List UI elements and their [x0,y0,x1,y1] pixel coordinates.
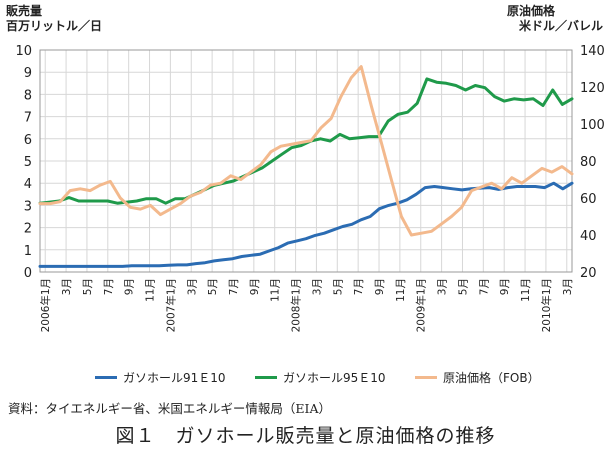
x-tick-label: 11月 [395,278,407,302]
legend-label: ガソホール91Ｅ10 [123,371,226,385]
legend-item-1: ガソホール91Ｅ10 [95,369,226,386]
y-left-tick-label: 5 [24,155,32,170]
x-tick-label: 11月 [520,278,532,302]
y-left-tick-label: 10 [15,44,32,59]
x-tick-label: 3月 [186,278,198,295]
y-left-tick-label: 6 [24,133,32,148]
x-tick-label: 2010年1月 [540,278,553,332]
y-right-tick-label: 60 [580,192,597,207]
x-tick-label: 5月 [457,278,469,295]
y-left-tick-label: 0 [24,266,32,281]
right-axis-unit: 米ドル／バレル [518,19,603,33]
x-tick-label: 5月 [82,278,94,295]
x-tick-label: 2007年1月 [164,278,177,332]
source-note: 資料：タイエネルギー省、米国エネルギー情報局（EIA） [8,401,331,416]
x-tick-label: 11月 [145,278,157,302]
y-left-tick-label: 3 [24,199,32,214]
series-line-2 [38,77,574,205]
series-line-1 [38,181,574,268]
y-right-tick-label: 100 [580,118,605,133]
x-tick-label: 9月 [249,278,261,295]
legend-swatch [415,376,437,379]
y-right-tick-label: 140 [580,44,605,59]
x-tick-label: 2009年1月 [415,278,428,332]
y-right-tick-label: 20 [580,266,597,281]
x-tick-label: 9月 [499,278,511,295]
left-axis-unit-title: 販売量 [6,4,43,18]
y-left-tick-label: 9 [24,66,32,81]
y-right-tick-label: 40 [580,229,597,244]
x-tick-label: 2008年1月 [290,278,303,332]
x-tick-label: 5月 [332,278,344,295]
x-tick-label: 5月 [207,278,219,295]
figure-caption: 図１ ガソホール販売量と原油価格の推移 [115,425,496,447]
x-tick-label: 7月 [353,278,365,295]
line-chart: 0 1 2 3 4 5 6 7 8 9 10 20 40 60 80 100 120 140 2006年1月 3月 5月… [15,44,605,332]
y-left-tick-label: 7 [24,111,32,126]
x-tick-label: 2006年1月 [39,278,52,332]
y-left-tick-label: 4 [24,177,32,192]
x-tick-label: 9月 [124,278,136,295]
legend: ガソホール91Ｅ10 ガソホール95Ｅ10 原油価格（FOB） [95,369,595,387]
y-left-tick-label: 2 [24,222,32,237]
legend-label: ガソホール95Ｅ10 [283,371,386,385]
legend-item-3: 原油価格（FOB） [415,369,540,386]
x-tick-label: 7月 [478,278,490,295]
y-right-tick-label: 120 [580,81,605,96]
legend-swatch [255,376,277,379]
y-left-tick-label: 8 [24,88,32,103]
plot-frame [39,49,573,273]
legend-item-2: ガソホール95Ｅ10 [255,369,386,386]
x-tick-label: 9月 [374,278,386,295]
x-tick-label: 7月 [103,278,115,295]
x-tick-label: 3月 [437,278,449,295]
y-right-tick-label: 80 [580,155,597,170]
x-tick-label: 3月 [562,278,574,295]
legend-swatch [95,376,117,379]
y-left-tick-label: 1 [24,244,32,259]
legend-label: 原油価格（FOB） [443,371,540,385]
x-tick-label: 3月 [61,278,73,295]
x-tick-label: 11月 [270,278,282,302]
x-tick-label: 3月 [311,278,323,295]
x-tick-label: 7月 [228,278,240,295]
right-axis-unit-title: 原油価格 [506,4,555,18]
series-line-3 [38,65,574,237]
left-axis-unit: 百万リットル／日 [6,19,103,33]
